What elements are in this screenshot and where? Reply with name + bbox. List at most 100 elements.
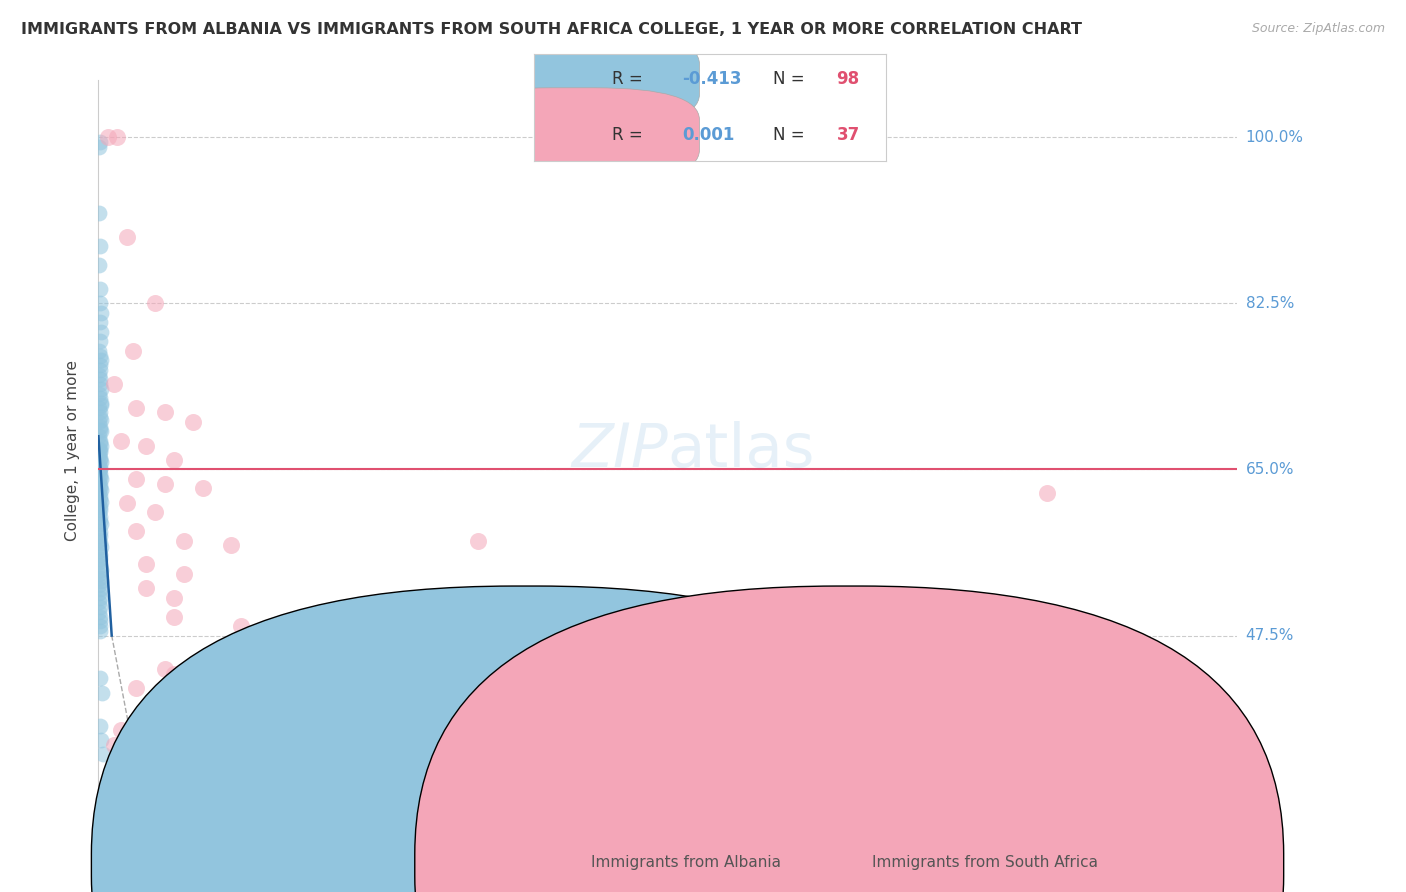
Point — [89, 615, 111, 629]
Point — [163, 609, 186, 624]
Point — [183, 766, 205, 780]
Point — [89, 514, 111, 528]
Point — [91, 747, 114, 762]
Point — [89, 453, 111, 467]
Point — [89, 391, 111, 405]
Y-axis label: College, 1 year or more: College, 1 year or more — [65, 360, 80, 541]
Point — [89, 135, 111, 149]
Point — [89, 548, 111, 562]
Point — [89, 372, 111, 386]
Point — [89, 239, 111, 253]
Text: N =: N = — [773, 126, 810, 144]
Point — [135, 581, 157, 595]
Point — [89, 462, 111, 476]
Point — [191, 482, 214, 496]
Point — [89, 334, 111, 349]
Point — [89, 619, 111, 633]
Point — [89, 349, 111, 363]
Point — [89, 544, 111, 558]
Point — [89, 435, 111, 450]
Point — [89, 503, 111, 517]
Point — [89, 419, 111, 434]
Text: 65.0%: 65.0% — [1246, 462, 1294, 477]
Point — [89, 315, 111, 329]
Point — [89, 458, 111, 472]
Point — [125, 524, 148, 538]
Text: atlas: atlas — [668, 421, 815, 480]
Point — [183, 415, 205, 429]
Point — [90, 353, 112, 368]
Text: ZIP: ZIP — [571, 421, 668, 480]
Point — [89, 206, 111, 220]
Point — [90, 517, 112, 532]
Point — [229, 619, 252, 633]
Point — [125, 472, 148, 486]
Text: 60.0%: 60.0% — [1189, 821, 1237, 836]
Point — [89, 405, 111, 419]
Point — [89, 445, 111, 459]
Point — [89, 563, 111, 577]
Point — [89, 605, 111, 619]
Point — [89, 566, 111, 581]
Point — [90, 494, 112, 508]
Text: 47.5%: 47.5% — [1246, 628, 1294, 643]
Point — [115, 756, 138, 771]
Point — [89, 624, 111, 638]
Point — [89, 533, 111, 547]
Point — [89, 363, 111, 377]
Point — [89, 719, 111, 733]
Point — [153, 662, 176, 676]
Point — [89, 475, 111, 489]
Point — [173, 533, 195, 548]
Point — [89, 482, 111, 496]
Point — [89, 448, 111, 462]
Point — [103, 738, 125, 752]
Point — [89, 477, 111, 491]
Point — [89, 401, 111, 415]
Point — [89, 443, 111, 458]
Point — [97, 130, 120, 145]
Point — [89, 377, 111, 392]
Point — [89, 415, 111, 429]
Point — [89, 442, 111, 456]
Point — [89, 525, 111, 540]
Text: 98: 98 — [837, 70, 859, 88]
Point — [110, 434, 132, 448]
Point — [89, 498, 111, 512]
Point — [277, 775, 299, 789]
Point — [89, 671, 111, 685]
Point — [89, 556, 111, 570]
Point — [90, 413, 112, 427]
Point — [89, 506, 111, 520]
Point — [91, 685, 114, 699]
Point — [90, 483, 112, 498]
Point — [89, 460, 111, 475]
Point — [135, 709, 157, 723]
Point — [163, 666, 186, 681]
Point — [89, 358, 111, 372]
Point — [90, 398, 112, 412]
Point — [89, 578, 111, 592]
Point — [89, 451, 111, 466]
Point — [89, 429, 111, 443]
Point — [89, 139, 111, 153]
Point — [89, 529, 111, 543]
Point — [89, 600, 111, 615]
Point — [145, 296, 167, 310]
Point — [107, 130, 129, 145]
Text: -0.413: -0.413 — [682, 70, 741, 88]
Text: 100.0%: 100.0% — [1246, 129, 1303, 145]
Point — [89, 368, 111, 382]
Point — [89, 595, 111, 609]
Point — [173, 566, 195, 581]
Point — [90, 574, 112, 589]
Point — [89, 470, 111, 484]
Text: Immigrants from South Africa: Immigrants from South Africa — [872, 855, 1098, 870]
FancyBboxPatch shape — [447, 87, 699, 182]
Point — [115, 230, 138, 244]
Text: 0.001: 0.001 — [682, 126, 734, 144]
Point — [89, 259, 111, 273]
Point — [110, 723, 132, 738]
Point — [221, 538, 243, 552]
Point — [135, 439, 157, 453]
